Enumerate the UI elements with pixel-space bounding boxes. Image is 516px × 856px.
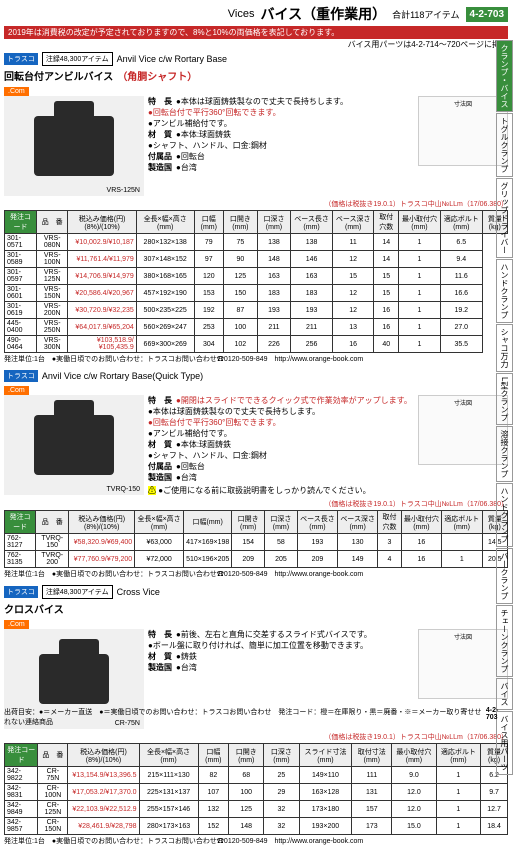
model-label: TVRQ-150 — [107, 486, 140, 493]
side-tab[interactable]: ハンドクランプ — [496, 259, 513, 323]
vices-jp: バイス（重作業用） — [260, 4, 386, 24]
side-tab[interactable]: グリップドライバー — [496, 178, 513, 258]
title-en: Cross Vice — [117, 587, 160, 597]
item-count: 注録48,300アイテム — [42, 52, 113, 66]
spec-table-1: 発注コード品 番税込み価格(円)(8%)/(10%)全長×幅×高さ(mm)口幅(… — [4, 210, 508, 353]
title-jp: クロスバイス — [4, 601, 64, 616]
warning-icon: ⚠ — [148, 486, 156, 495]
table-row: 445-0400VRS-250N¥64,017.9/¥65,204560×269… — [5, 319, 508, 336]
page-code-top: 4-2-703 — [466, 7, 508, 22]
table-row: 301-0589VRS-100N¥11,761.4/¥11,979307×148… — [5, 251, 508, 268]
parts-link[interactable]: バイス用パーツは4-2-714〜720ページに掲載 — [4, 39, 508, 50]
table-row: 342-9849CR-125N¥22,103.9/¥22,512.9255×15… — [5, 801, 508, 818]
side-tab[interactable]: クランプ・バイス — [496, 40, 513, 112]
table-row: 301-0619VRS-200N¥30,720.9/¥32,235500×235… — [5, 302, 508, 319]
price-note: （価格は税抜き19.0.1）トラスコ中山№LLm（17/06.380） — [4, 199, 508, 209]
com-badge: .Com — [4, 620, 29, 629]
table-row: 342-9857CR-150N¥28,461.9/¥28,798280×173×… — [5, 818, 508, 835]
dimension-diagram: 寸法図 — [418, 629, 508, 699]
table-row: 301-0601VRS-150N¥20,586.4/¥20,967457×192… — [5, 285, 508, 302]
footer-page: 4-2-703 — [486, 707, 508, 727]
vice-icon — [34, 415, 114, 475]
side-tab[interactable]: シャコ万力 — [496, 324, 513, 372]
price-note: （価格は税抜き19.0.1）トラスコ中山№LLm（17/06.380） — [4, 499, 508, 509]
price-note: （価格は税抜き19.0.1）トラスコ中山№LLm（17/06.380） — [4, 732, 508, 742]
side-tab[interactable]: トグルクランプ — [496, 113, 513, 177]
side-tab[interactable]: 溶接クランプ — [496, 426, 513, 482]
side-tabs: クランプ・バイストグルクランプグリップドライバーハンドクランプシャコ万力L型クラ… — [496, 40, 516, 776]
trusco-badge: トラスコ — [4, 586, 38, 598]
trusco-badge: トラスコ — [4, 370, 38, 382]
section-anvil-quick: トラスコ Anvil Vice c/w Rortary Base(Quick T… — [4, 370, 508, 579]
product-image: TVRQ-150 — [4, 395, 144, 495]
dimension-diagram: 寸法図 — [418, 395, 508, 465]
section-anvil-vice: トラスコ 注録48,300アイテム Anvil Vice c/w Rortary… — [4, 52, 508, 364]
table-row: 301-0597VRS-125N¥14,706.9/¥14,979380×168… — [5, 268, 508, 285]
table-row: 762-3135TVRQ-200¥77,760.9/¥79,200¥72,000… — [5, 551, 508, 568]
table-row: 301-0571VRS-080N¥10,002.9/¥10,187280×132… — [5, 234, 508, 251]
tax-notice: 2019年は消費税の改定が予定されておりますので、8%と10%の両価格を表記して… — [4, 26, 508, 39]
item-badge: 合計118アイテム — [392, 8, 459, 21]
title-en: Anvil Vice c/w Rortary Base — [117, 54, 227, 64]
feature-box: 特 長●本体は球面鋳鉄製なので丈夫で長持ちします。 ●回転台付で平行360°回転… — [148, 96, 414, 196]
trusco-badge: トラスコ — [4, 53, 38, 65]
side-tab[interactable]: バイス — [496, 678, 513, 710]
item-count: 注録48,300アイテム — [42, 585, 113, 599]
table-row: 342-9831CR-100N¥17,053.2/¥17,370.0225×13… — [5, 784, 508, 801]
subtitle: （角胴シャフト） — [117, 68, 197, 83]
feature-box: 特 長●開閉はスライドでできるクイック式で作業効率がアップします。 ●本体は球面… — [148, 395, 414, 496]
cross-vice-icon — [39, 654, 109, 704]
side-tab[interactable]: ハンドクランプ — [496, 483, 513, 547]
vices-en: Vices — [228, 8, 255, 20]
contact-row: 発注単位:1台 ●実働日頃でのお問い合わせ：トラスコお問い合わせ☎0120-50… — [4, 836, 508, 846]
com-badge: .Com — [4, 87, 29, 96]
spec-table-3: 発注コード品 番税込み価格(円)(8%)/(10%)全長×幅×高さ(mm)口幅(… — [4, 743, 508, 835]
side-tab[interactable]: バークランプ — [496, 548, 513, 604]
model-label: VRS-125N — [107, 187, 140, 194]
contact-row: 発注単位:1台 ●実働日頃でのお問い合わせ：トラスコお問い合わせ☎0120-50… — [4, 569, 508, 579]
title-jp: 回転台付アンビルバイス — [4, 68, 113, 83]
dimension-diagram: 寸法図 — [418, 96, 508, 166]
com-badge: .Com — [4, 386, 29, 395]
contact-row: 発注単位:1台 ●実働日頃でのお問い合わせ：トラスコお問い合わせ☎0120-50… — [4, 354, 508, 364]
table-row: 762-3127TVRQ-150¥58,320.9/¥69,400¥63,000… — [5, 534, 508, 551]
side-tab[interactable]: L型クランプ — [496, 373, 513, 425]
footer-legend: 出荷目安：●＝メーカー直送 ●＝実働日頃でのお問い合わせ：トラスコお問い合わせ … — [4, 707, 486, 727]
product-image: VRS-125N — [4, 96, 144, 196]
side-tab[interactable]: チェーンクランプ — [496, 605, 513, 677]
spec-table-2: 発注コード品 番税込み価格(円)(8%)/(10%)全長×幅×高さ(mm)口幅(… — [4, 510, 508, 568]
table-row: 490-0464VRS-300N¥103,518.9/¥105,435.9669… — [5, 336, 508, 353]
title-en: Anvil Vice c/w Rortary Base(Quick Type) — [42, 371, 203, 381]
vice-icon — [34, 116, 114, 176]
table-row: 342-9822CR-75N¥13,154.9/¥13,396.5215×111… — [5, 767, 508, 784]
